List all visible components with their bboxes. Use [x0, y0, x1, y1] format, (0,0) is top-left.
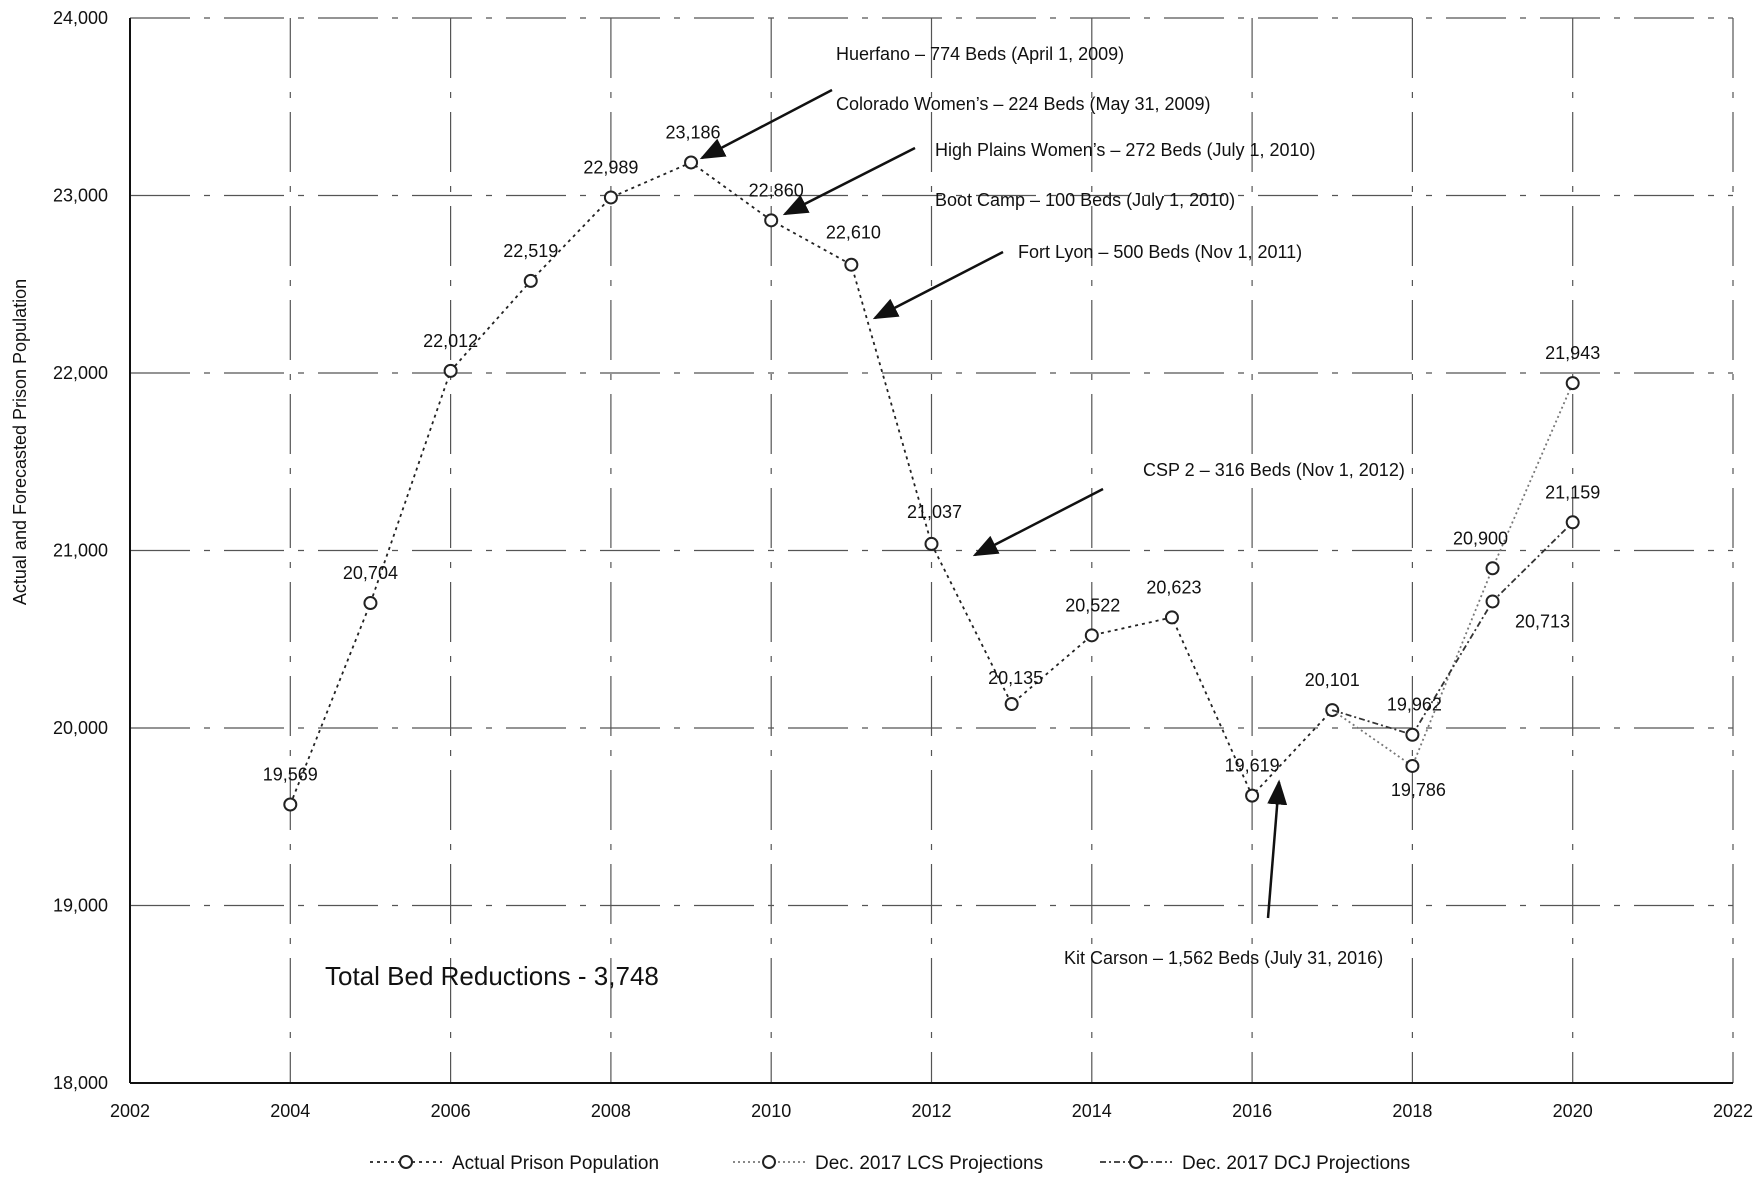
- x-tick-label: 2016: [1232, 1101, 1272, 1121]
- series-line-2: [1331, 521, 1574, 736]
- data-label: 20,522: [1065, 595, 1120, 615]
- annotation-label: Fort Lyon – 500 Beds (Nov 1, 2011): [1018, 242, 1302, 262]
- y-axis-ticks: 18,000 19,000 20,000 21,000 22,000 23,000 24,0…: [53, 8, 108, 1093]
- data-point: [363, 596, 378, 611]
- annotation-arrow: [1266, 779, 1288, 919]
- data-point: [764, 213, 779, 228]
- data-label: 20,900: [1453, 528, 1508, 548]
- y-axis-label: Actual and Forecasted Prison Population: [10, 279, 30, 605]
- data-point: [1485, 594, 1500, 609]
- data-label: 21,159: [1545, 482, 1600, 502]
- data-point: [1164, 610, 1179, 625]
- data-label: 22,610: [826, 223, 881, 243]
- data-label: 19,786: [1391, 780, 1446, 800]
- annotation-arrow: [972, 487, 1104, 557]
- x-axis-ticks: 2002 2004 2006 2008 2010 2012 2014 2016 2018 2020…: [110, 1101, 1753, 1121]
- data-point: [924, 536, 939, 551]
- legend-marker: [1129, 1155, 1143, 1169]
- data-label: 20,713: [1515, 611, 1570, 631]
- x-tick-label: 2014: [1072, 1101, 1112, 1121]
- y-tick-label: 22,000: [53, 363, 108, 383]
- legend-entry: Dec. 2017 DCJ Projections: [1182, 1153, 1410, 1174]
- data-label: 21,943: [1545, 343, 1600, 363]
- data-point: [1084, 628, 1099, 643]
- y-tick-label: 19,000: [53, 896, 108, 916]
- data-label: 19,962: [1387, 695, 1442, 715]
- legend-marker: [399, 1155, 413, 1169]
- data-point: [684, 155, 699, 170]
- x-tick-label: 2006: [431, 1101, 471, 1121]
- x-tick-label: 2018: [1392, 1101, 1432, 1121]
- data-point: [844, 257, 859, 272]
- data-point: [283, 797, 298, 812]
- data-label: 23,186: [666, 122, 721, 142]
- series-lines: [283, 155, 1580, 812]
- x-tick-label: 2022: [1713, 1101, 1753, 1121]
- annotation-arrow: [699, 88, 833, 160]
- x-tick-label: 2008: [591, 1101, 631, 1121]
- y-tick-label: 20,000: [53, 718, 108, 738]
- annotation-label: Huerfano – 774 Beds (April 1, 2009): [836, 44, 1124, 64]
- y-tick-label: 24,000: [53, 8, 108, 28]
- legend-entry: Actual Prison Population: [452, 1153, 659, 1174]
- data-label: 19,619: [1225, 756, 1280, 776]
- data-label: 22,519: [503, 241, 558, 261]
- x-tick-label: 2012: [911, 1101, 951, 1121]
- data-label: 22,989: [583, 157, 638, 177]
- annotation-label: Colorado Women’s – 224 Beds (May 31, 200…: [836, 94, 1211, 114]
- data-point: [443, 363, 458, 378]
- y-tick-label: 21,000: [53, 541, 108, 561]
- x-tick-label: 2010: [751, 1101, 791, 1121]
- x-tick-label: 2002: [110, 1101, 150, 1121]
- grid-lines: [130, 17, 1734, 1083]
- data-point: [1565, 376, 1580, 391]
- y-tick-label: 18,000: [53, 1073, 108, 1093]
- legend: Actual Prison Population Dec. 2017 LCS Pr…: [370, 1153, 1410, 1174]
- data-point: [603, 190, 618, 205]
- data-label: 20,101: [1305, 670, 1360, 690]
- series-line-1: [1331, 382, 1574, 768]
- annotation-label: Kit Carson – 1,562 Beds (July 31, 2016): [1064, 948, 1383, 968]
- data-label: 20,135: [988, 668, 1043, 688]
- data-point: [1405, 758, 1420, 773]
- data-point: [523, 273, 538, 288]
- data-label: 20,623: [1146, 577, 1201, 597]
- data-label: 21,037: [907, 502, 962, 522]
- annotations: Huerfano – 774 Beds (April 1, 2009) Color…: [699, 44, 1405, 968]
- data-point: [1565, 515, 1580, 530]
- x-tick-label: 2004: [270, 1101, 310, 1121]
- data-label: 22,012: [423, 331, 478, 351]
- data-label: 19,569: [263, 765, 318, 785]
- total-bed-reductions-note: Total Bed Reductions - 3,748: [325, 961, 659, 991]
- axes: [129, 18, 1733, 1084]
- data-point: [1485, 561, 1500, 576]
- legend-entry: Dec. 2017 LCS Projections: [815, 1153, 1043, 1174]
- x-tick-label: 2020: [1553, 1101, 1593, 1121]
- annotation-arrow: [782, 146, 916, 216]
- annotation-label: CSP 2 – 316 Beds (Nov 1, 2012): [1143, 460, 1405, 480]
- legend-marker: [762, 1155, 776, 1169]
- data-point: [1004, 697, 1019, 712]
- data-label: 22,860: [749, 180, 804, 200]
- annotation-label: High Plains Women’s – 272 Beds (July 1, …: [935, 140, 1316, 160]
- annotation-arrow: [872, 250, 1004, 320]
- data-label: 20,704: [343, 563, 398, 583]
- data-point: [1405, 727, 1420, 742]
- y-tick-label: 23,000: [53, 186, 108, 206]
- annotation-label: Boot Camp – 100 Beds (July 1, 2010): [935, 190, 1235, 210]
- data-point: [1245, 788, 1260, 803]
